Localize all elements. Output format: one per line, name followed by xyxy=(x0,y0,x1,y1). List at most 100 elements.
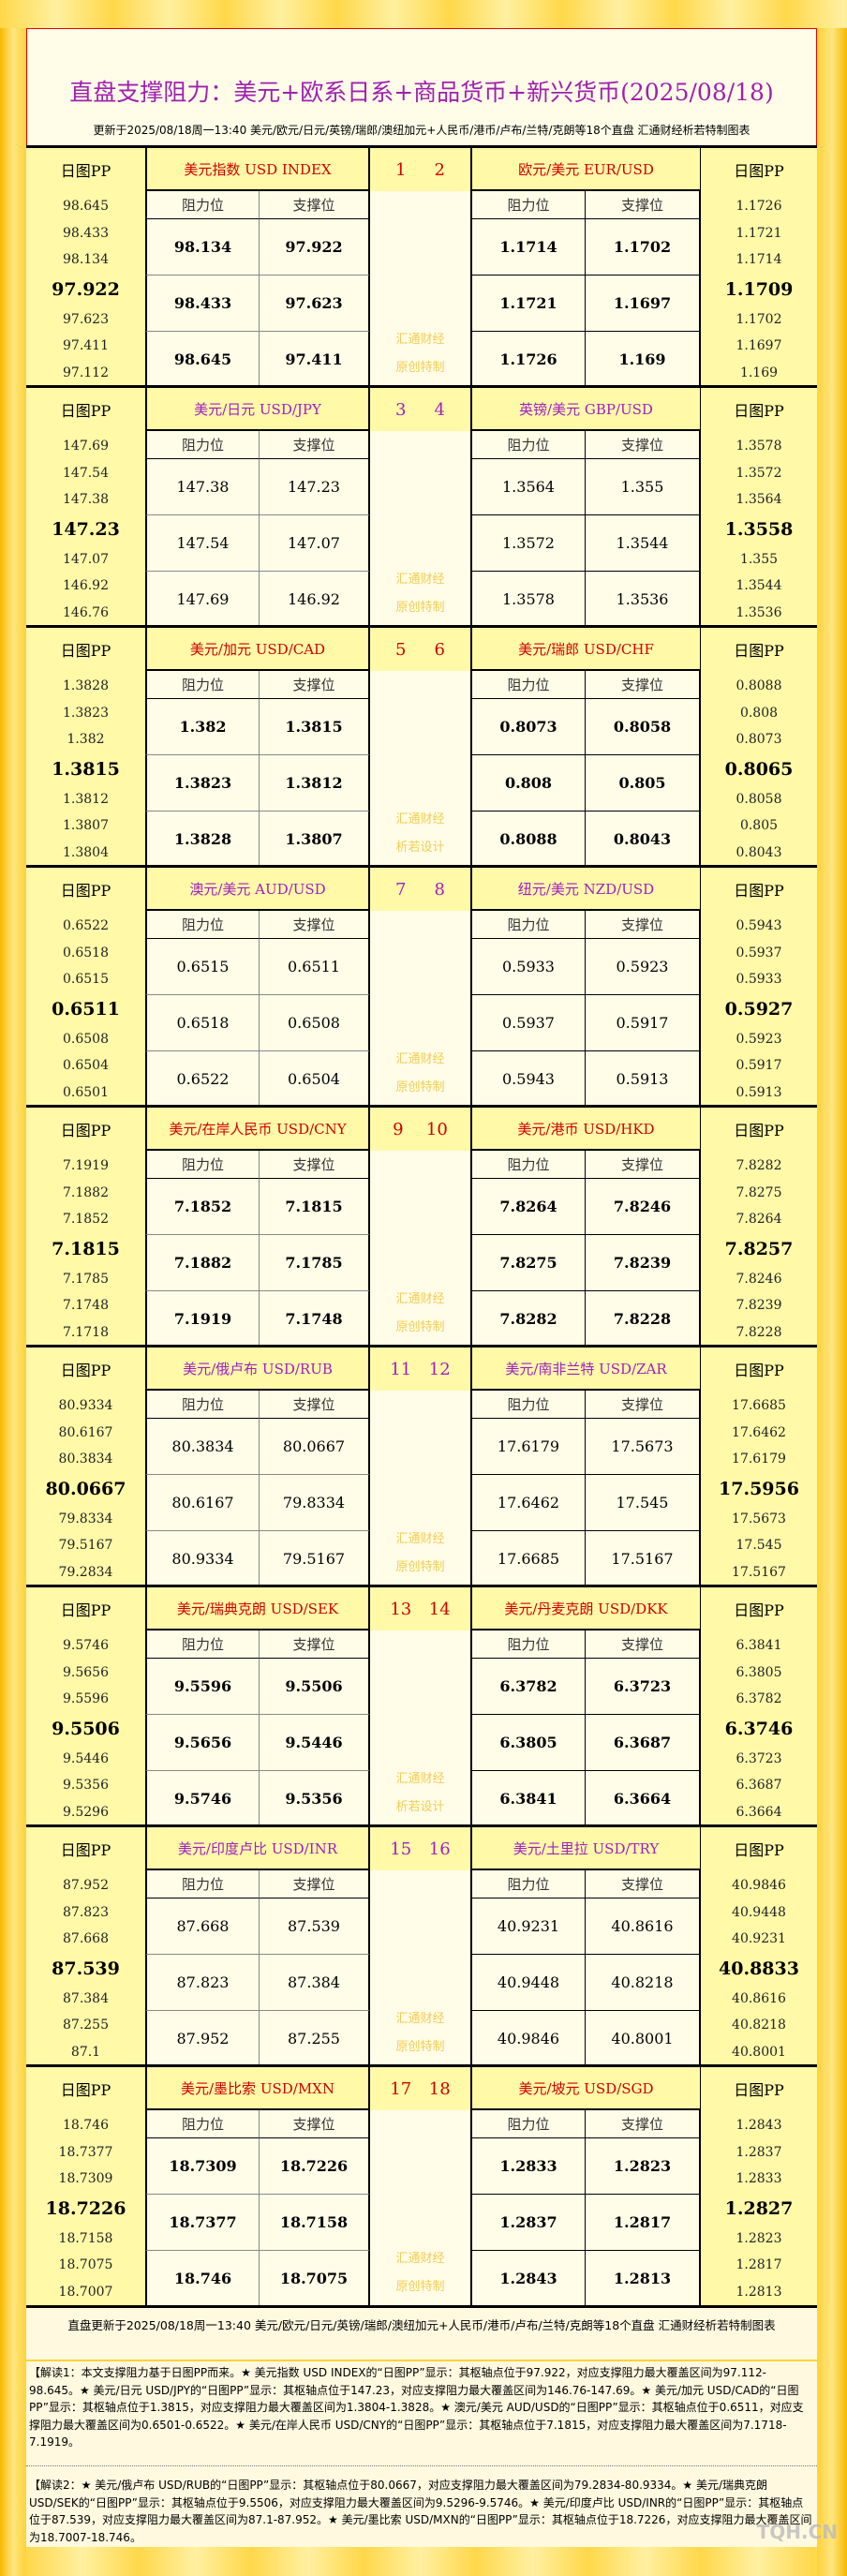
pp-value: 1.3828 xyxy=(63,678,109,694)
support-value: 18.7158 xyxy=(259,2195,370,2251)
pp-value: 1.2843 xyxy=(736,2118,782,2134)
watermark-text: 汇通财经 xyxy=(395,1292,445,1306)
watermark-column: 汇通财经 原创特制 xyxy=(370,191,470,388)
resistance-value: 18.7309 xyxy=(145,2138,259,2195)
support-value: 1.2823 xyxy=(585,2138,701,2195)
watermark-text: 汇通财经 xyxy=(395,573,445,587)
pp-value: 7.1852 xyxy=(63,1212,109,1228)
pp-value: 7.8228 xyxy=(736,1324,782,1340)
watermark-text: 汇通财经 xyxy=(395,2012,445,2026)
pp-column-right: 1.3578 1.3572 1.3564 1.3558 1.355 1.3544 1.353… xyxy=(701,431,817,628)
pp-value: 0.6522 xyxy=(63,918,109,934)
pp-value: 18.7158 xyxy=(58,2230,113,2246)
pair-title-right: 欧元/美元 EUR/USD xyxy=(470,148,701,191)
pivot-value: 0.6511 xyxy=(52,998,120,1020)
pp-value: 146.76 xyxy=(63,604,109,620)
pp-value: 98.433 xyxy=(63,225,109,241)
pp-value: 147.07 xyxy=(63,551,109,567)
pp-value: 1.1721 xyxy=(736,225,782,241)
support-value: 0.805 xyxy=(585,755,701,812)
pair-numbers: 15 16 xyxy=(370,1827,470,1870)
resistance-value: 1.1721 xyxy=(470,275,585,332)
pp-value: 79.5167 xyxy=(58,1538,113,1554)
resistance-value: 80.6167 xyxy=(145,1475,259,1531)
resistance-value: 0.6522 xyxy=(145,1051,259,1108)
pp-value: 17.545 xyxy=(736,1538,782,1554)
pp-value: 79.8334 xyxy=(58,1511,113,1526)
watermark-text: 原创特制 xyxy=(395,1080,445,1094)
support-value: 7.1785 xyxy=(259,1235,370,1291)
resistance-value: 9.5656 xyxy=(145,1715,259,1771)
watermark-column: 汇通财经 原创特制 xyxy=(370,911,470,1108)
pp-header-right: 日图PP xyxy=(701,2067,817,2110)
pairs-table: 日图PP 美元指数 USD INDEX 1 2 欧元/美元 EUR/USD 日图PP 98.… xyxy=(26,145,817,2307)
resistance-value: 98.134 xyxy=(145,219,259,275)
watermark-column: 汇通财经 原创特制 xyxy=(370,2110,470,2307)
pair-title-left: 美元/印度卢比 USD/INR xyxy=(145,1827,370,1870)
support-value: 1.3544 xyxy=(585,515,701,572)
pp-value: 147.54 xyxy=(63,465,109,481)
resistance-value: 0.808 xyxy=(470,755,585,812)
watermark-text: 原创特制 xyxy=(395,361,445,375)
pp-value: 7.8246 xyxy=(736,1271,782,1287)
support-header-left: 支撑位 xyxy=(259,1151,370,1179)
watermark-text: 汇通财经 xyxy=(395,812,445,826)
resistance-value: 0.8088 xyxy=(470,812,585,868)
pp-column-left: 1.3828 1.3823 1.382 1.3815 1.3812 1.3807 1.380… xyxy=(26,671,145,868)
pair-number-left: 15 xyxy=(390,1839,412,1859)
pp-header-left: 日图PP xyxy=(26,1108,145,1151)
watermark-column: 汇通财经 原创特制 xyxy=(370,1870,470,2067)
resistance-header-left: 阻力位 xyxy=(145,431,259,459)
support-value: 79.5167 xyxy=(259,1531,370,1587)
pair-title-left: 澳元/美元 AUD/USD xyxy=(145,868,370,911)
support-value: 1.3536 xyxy=(585,572,701,628)
support-header-right: 支撑位 xyxy=(585,1870,701,1898)
resistance-header-right: 阻力位 xyxy=(470,671,585,699)
divider xyxy=(26,2465,817,2466)
pp-value: 6.3841 xyxy=(736,1638,782,1654)
pp-value: 79.2834 xyxy=(58,1564,113,1580)
resistance-value: 1.3572 xyxy=(470,515,585,572)
pivot-value: 1.3815 xyxy=(52,758,120,780)
resistance-header-right: 阻力位 xyxy=(470,1391,585,1419)
resistance-value: 18.746 xyxy=(145,2251,259,2307)
resistance-value: 0.5937 xyxy=(470,995,585,1051)
support-header-left: 支撑位 xyxy=(259,1870,370,1898)
pair-title-left: 美元/日元 USD/JPY xyxy=(145,388,370,431)
pp-value: 9.5296 xyxy=(63,1804,109,1820)
pp-value: 9.5356 xyxy=(63,1778,109,1794)
pp-value: 17.5167 xyxy=(732,1564,786,1580)
resistance-value: 98.433 xyxy=(145,275,259,332)
pp-column-right: 1.2843 1.2837 1.2833 1.2827 1.2823 1.2817 1.28… xyxy=(701,2110,817,2307)
pp-value: 6.3687 xyxy=(736,1778,782,1794)
pivot-value: 1.3558 xyxy=(724,518,794,540)
pp-value: 0.5917 xyxy=(736,1058,782,1074)
resistance-header-right: 阻力位 xyxy=(470,2110,585,2138)
watermark-column: 汇通财经 析若设计 xyxy=(370,1630,470,1827)
resistance-value: 98.645 xyxy=(145,332,259,388)
pivot-value: 1.1709 xyxy=(724,278,794,300)
pp-value: 1.3812 xyxy=(63,791,109,807)
pivot-value: 9.5506 xyxy=(52,1718,120,1739)
resistance-value: 87.668 xyxy=(145,1898,259,1955)
support-value: 1.1697 xyxy=(585,275,701,332)
pair-number-right: 18 xyxy=(428,2078,451,2099)
watermark-text: 汇通财经 xyxy=(395,1532,445,1546)
pp-value: 7.1748 xyxy=(63,1298,109,1314)
support-value: 9.5506 xyxy=(259,1659,370,1715)
resistance-value: 7.1919 xyxy=(145,1291,259,1348)
pp-value: 18.7309 xyxy=(58,2171,113,2187)
pp-column-left: 87.952 87.823 87.668 87.539 87.384 87.255 87.1 xyxy=(26,1870,145,2067)
bottom-frame xyxy=(26,2547,817,2576)
resistance-value: 40.9846 xyxy=(470,2011,585,2067)
support-value: 1.1702 xyxy=(585,219,701,275)
watermark-text: 汇通财经 xyxy=(395,1772,445,1786)
pp-header-right: 日图PP xyxy=(701,1108,817,1151)
pp-value: 0.8088 xyxy=(736,678,782,694)
resistance-value: 17.6685 xyxy=(470,1531,585,1587)
pp-value: 40.9846 xyxy=(732,1878,786,1894)
pp-value: 1.2833 xyxy=(736,2171,782,2187)
pp-value: 1.355 xyxy=(739,551,779,567)
pair-title-left: 美元指数 USD INDEX xyxy=(145,148,370,191)
